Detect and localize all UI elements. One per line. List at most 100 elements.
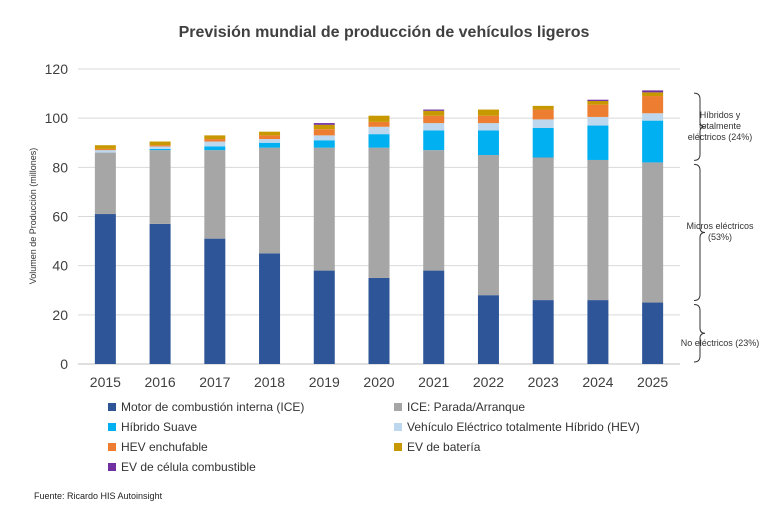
bar-segment [423, 110, 445, 116]
bar-segment [204, 238, 226, 364]
bar-segment [368, 277, 390, 364]
annotation-label: No eléctricos (23%) [680, 337, 760, 348]
x-tick-label: 2022 [473, 374, 504, 390]
legend-label: Motor de combustión interna (ICE) [121, 400, 305, 414]
legend-label: Vehículo Eléctrico totalmente Híbrido (H… [407, 420, 640, 434]
annotation-braces [693, 92, 706, 363]
bar-segment [423, 130, 445, 151]
x-tick-label: 2015 [90, 374, 121, 390]
bar-segment [423, 123, 445, 131]
bar-segment [313, 147, 335, 271]
bar-segment [313, 124, 335, 130]
bar-segment [642, 120, 664, 163]
x-tick-label: 2021 [418, 374, 449, 390]
legend-label: EV de batería [407, 440, 481, 454]
legend-label: Híbrido Suave [121, 420, 198, 434]
bar-segment [368, 115, 390, 122]
axes: 0 20 40 60 80 100 120 2015 2016 2017 2018 2019 2020 2… [45, 61, 669, 390]
bar-segment [149, 150, 171, 224]
y-tick-label: 60 [52, 209, 68, 225]
x-tick-label: 2025 [637, 374, 668, 390]
annotation-brace [693, 304, 706, 363]
legend-item: Motor de combustión interna (ICE) [108, 400, 304, 414]
bar-segment [587, 159, 609, 301]
bar-segment [259, 135, 281, 140]
bar-segment [94, 150, 116, 153]
bars [94, 90, 664, 364]
bar-segment [642, 92, 664, 97]
bar-segment [313, 135, 335, 141]
bar-segment [587, 99, 609, 101]
bar-segment [204, 150, 226, 239]
bar-segment [532, 109, 554, 120]
y-tick-label: 0 [60, 356, 68, 372]
legend-swatch [394, 443, 402, 451]
legend-item: EV de célula combustible [108, 460, 256, 474]
bar-segment [149, 148, 171, 151]
bar-segment [532, 105, 554, 110]
bar-segment [423, 150, 445, 271]
bar-segment [642, 162, 664, 303]
annotation-label: Híbridos y totalmente eléctricos (24%) [687, 110, 753, 143]
bar-segment [642, 96, 664, 114]
bar-segment [477, 123, 499, 131]
y-tick-label: 80 [52, 159, 68, 175]
legend-swatch [108, 423, 116, 431]
bar-segment [204, 146, 226, 151]
bar-segment [149, 145, 171, 147]
bar-segment [368, 126, 390, 135]
legend-label: EV de célula combustible [121, 460, 256, 474]
x-tick-label: 2017 [199, 374, 230, 390]
legend-swatch [108, 403, 116, 411]
bar-segment [587, 300, 609, 364]
source-note: Fuente: Ricardo HIS Autoinsight [34, 491, 163, 501]
y-tick-label: 40 [52, 258, 68, 274]
bar-segment [259, 253, 281, 364]
bar-segment [313, 129, 335, 136]
y-axis-label: Volumen de Producción (millones) [28, 148, 38, 285]
legend-item: HEV enchufable [108, 440, 208, 454]
bar-segment [477, 130, 499, 156]
bar-segment [642, 113, 664, 121]
bar-segment [259, 142, 281, 148]
x-tick-label: 2023 [528, 374, 559, 390]
bar-segment [368, 121, 390, 127]
bar-segment [532, 300, 554, 364]
y-tick-label: 100 [45, 110, 69, 126]
bar-segment [204, 141, 226, 147]
legend-swatch [108, 463, 116, 471]
bar-segment [532, 119, 554, 128]
y-tick-label: 20 [52, 307, 68, 323]
x-tick-label: 2016 [145, 374, 176, 390]
bar-segment [94, 145, 116, 149]
bar-segment [587, 104, 609, 117]
annotation-brace [693, 163, 706, 302]
annotation-label: Micros eléctricos (53%) [686, 221, 754, 243]
y-tick-label: 120 [45, 61, 69, 77]
legend-label: ICE: Parada/Arranque [407, 400, 526, 414]
annotation-brace [693, 92, 706, 161]
bar-segment [477, 295, 499, 364]
bar-segment [149, 141, 171, 146]
bar-segment [423, 270, 445, 364]
bar-segment [587, 100, 609, 105]
bar-segment [423, 115, 445, 124]
bar-segment [94, 152, 116, 215]
bar-segment [149, 146, 171, 149]
bar-segment [477, 155, 499, 296]
legend-item: ICE: Parada/Arranque [394, 400, 525, 414]
bar-segment [642, 90, 664, 93]
legend-item: Híbrido Suave [108, 420, 197, 434]
bar-segment [368, 134, 390, 148]
bar-segment [532, 157, 554, 301]
bar-segment [259, 131, 281, 136]
bar-segment [259, 139, 281, 143]
bar-segment [642, 302, 664, 364]
legend-swatch [394, 423, 402, 431]
bar-segment [94, 214, 116, 364]
bar-segment [587, 125, 609, 160]
x-tick-label: 2018 [254, 374, 285, 390]
bar-segment [587, 116, 609, 126]
bar-segment [313, 140, 335, 148]
